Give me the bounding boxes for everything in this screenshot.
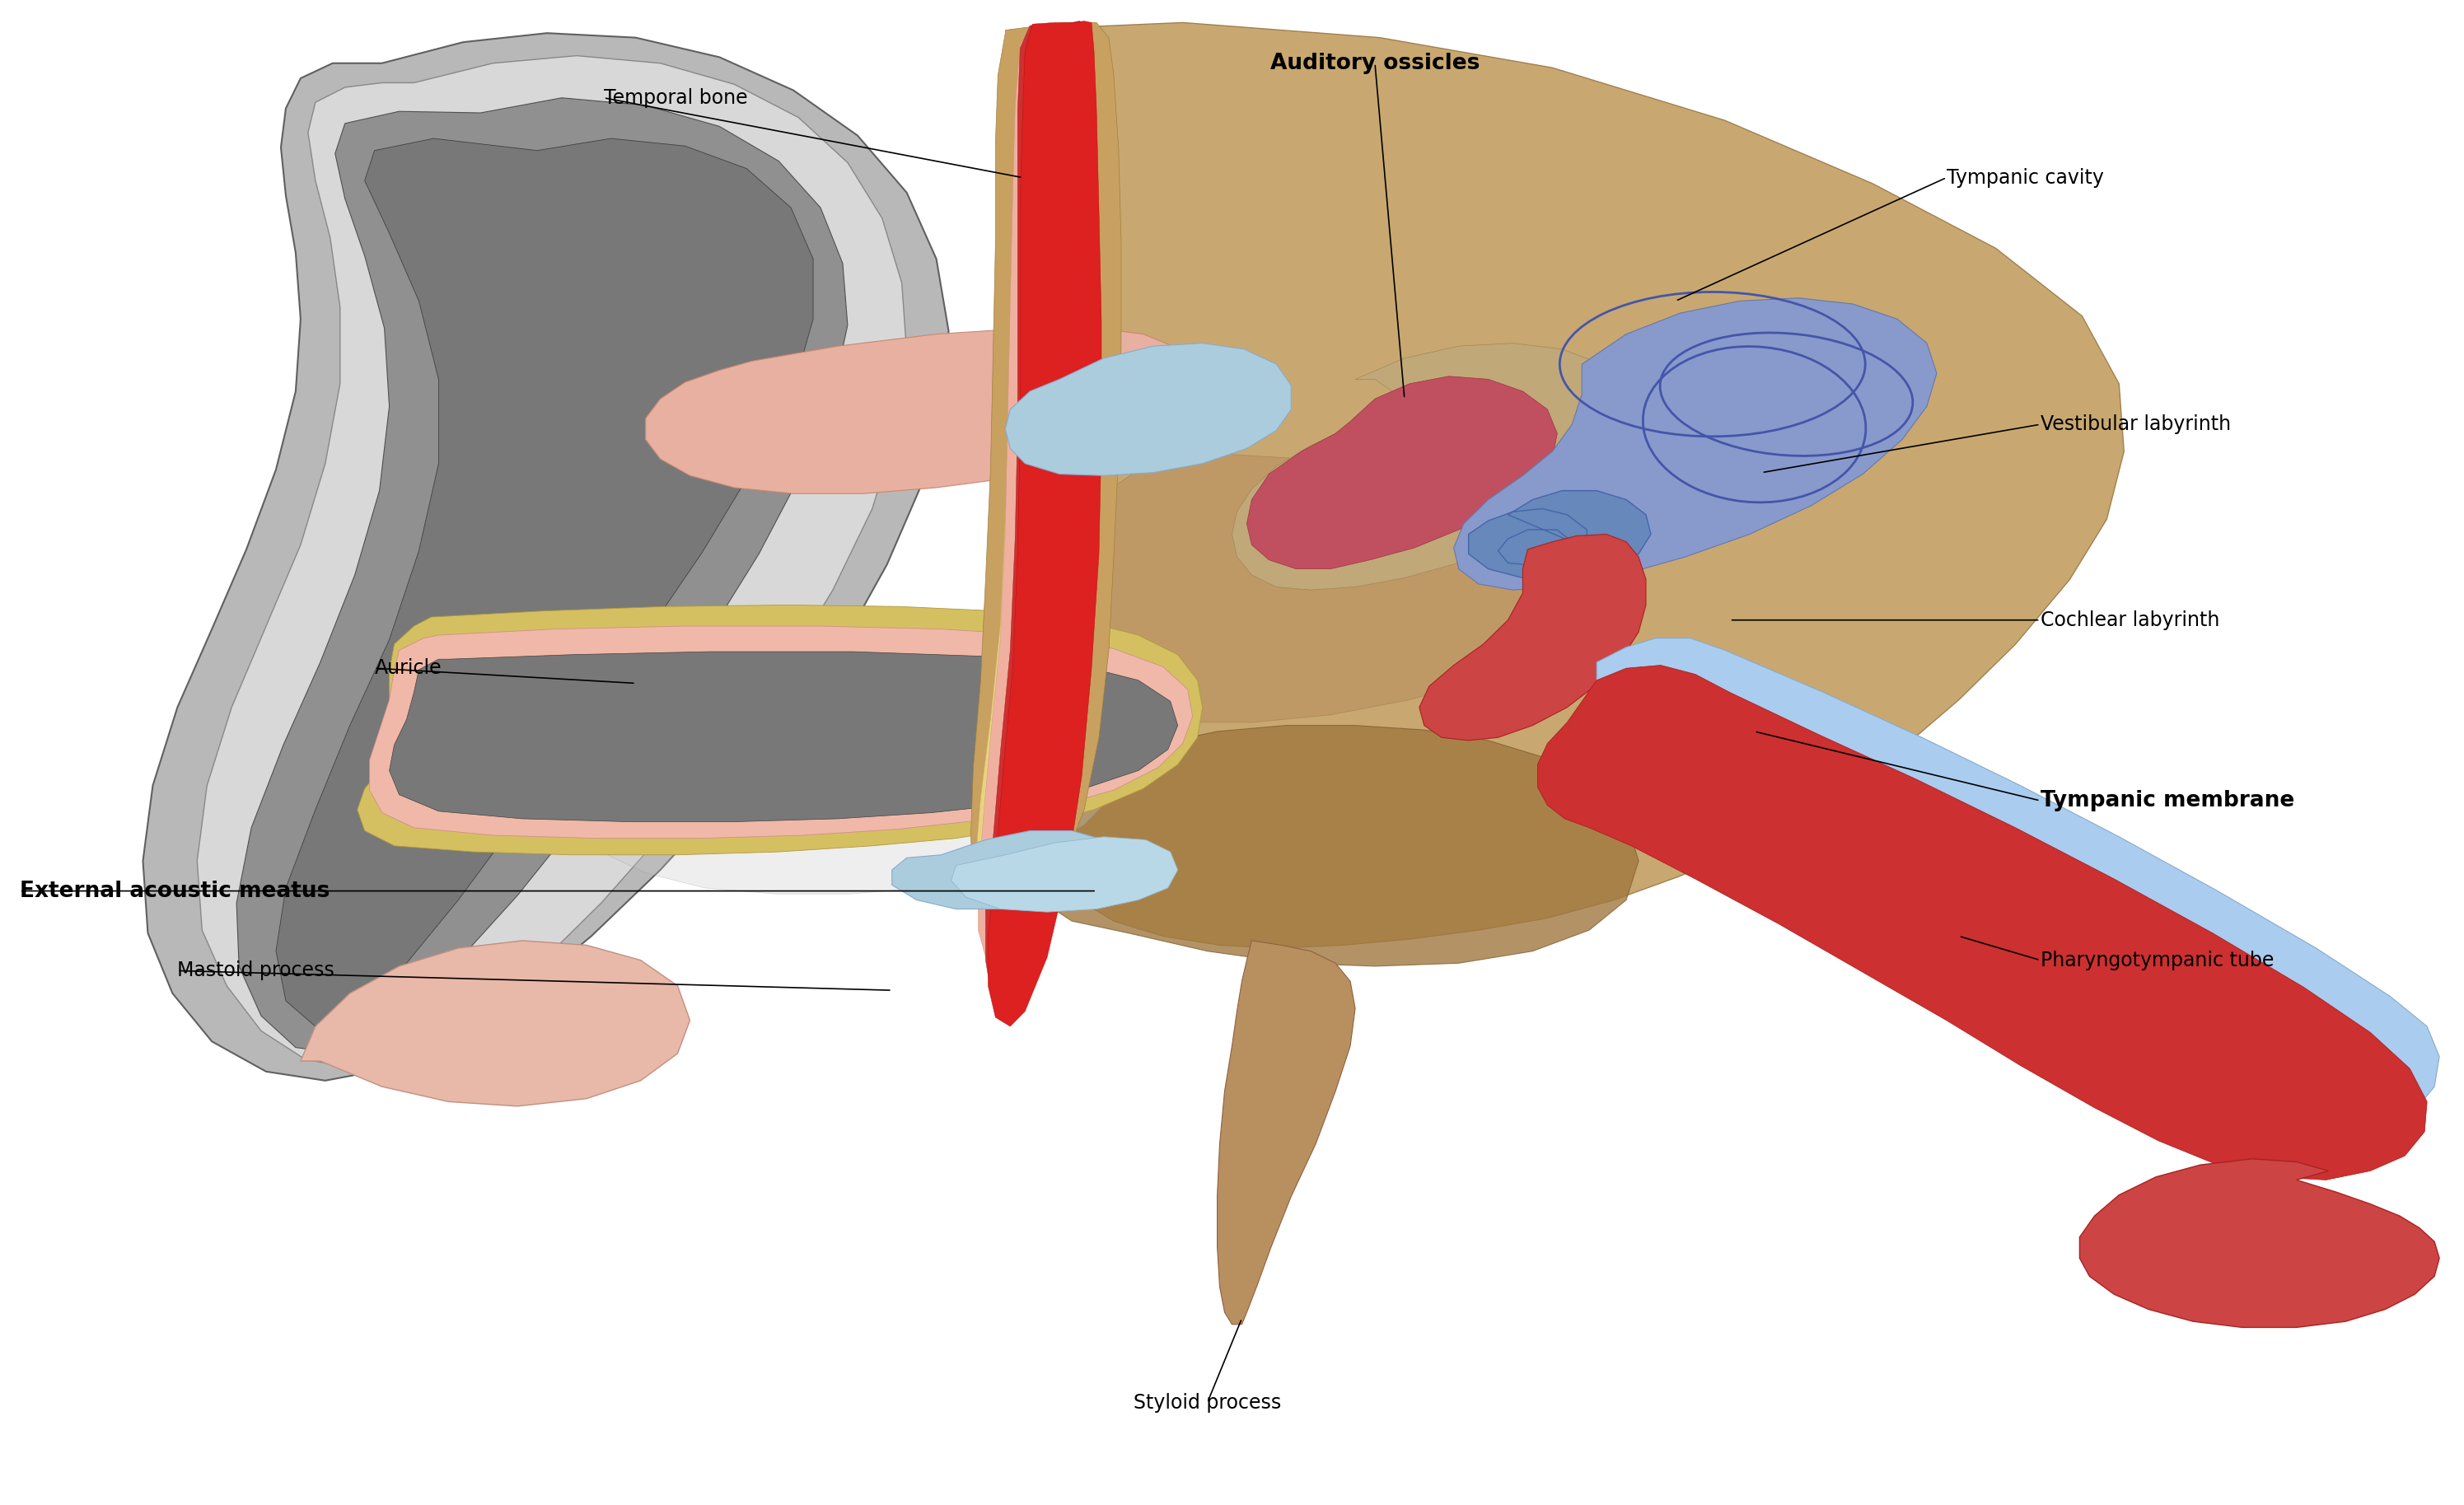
Text: Cochlear labyrinth: Cochlear labyrinth [2040,610,2220,631]
Polygon shape [1247,376,1557,569]
Polygon shape [971,23,1121,926]
Polygon shape [1030,725,1639,966]
Polygon shape [197,56,907,1069]
Polygon shape [1540,638,2439,1144]
Polygon shape [370,626,1193,838]
Polygon shape [1232,343,1636,590]
Polygon shape [986,21,1099,999]
Polygon shape [951,837,1178,912]
Polygon shape [724,343,1074,448]
Text: External acoustic meatus: External acoustic meatus [20,880,330,901]
Polygon shape [301,941,690,1106]
Text: Auricle: Auricle [375,658,441,679]
Polygon shape [1469,491,1651,578]
Text: Auditory ossicles: Auditory ossicles [1269,53,1481,74]
Polygon shape [998,23,2124,948]
Polygon shape [978,24,1096,966]
Polygon shape [143,33,949,1081]
Polygon shape [1454,298,1937,590]
Polygon shape [1023,452,1614,722]
Text: Tympanic membrane: Tympanic membrane [2040,790,2294,811]
Polygon shape [389,652,1178,822]
Polygon shape [988,21,1101,1026]
Polygon shape [557,674,1129,894]
Text: Pharyngotympanic tube: Pharyngotympanic tube [2040,950,2274,971]
Polygon shape [2080,1159,2439,1327]
Polygon shape [892,831,1121,909]
Text: Temporal bone: Temporal bone [604,87,747,108]
Polygon shape [357,605,1202,855]
Polygon shape [1419,534,1646,740]
Polygon shape [1217,941,1355,1324]
Text: Styloid process: Styloid process [1133,1392,1281,1413]
Polygon shape [1538,665,2427,1180]
Polygon shape [976,26,1094,933]
Polygon shape [1005,343,1291,476]
Polygon shape [276,138,813,1026]
Text: Vestibular labyrinth: Vestibular labyrinth [2040,414,2230,435]
Polygon shape [237,98,848,1054]
Text: Tympanic cavity: Tympanic cavity [1947,167,2104,188]
Polygon shape [646,328,1188,494]
Text: Mastoid process: Mastoid process [177,960,335,981]
